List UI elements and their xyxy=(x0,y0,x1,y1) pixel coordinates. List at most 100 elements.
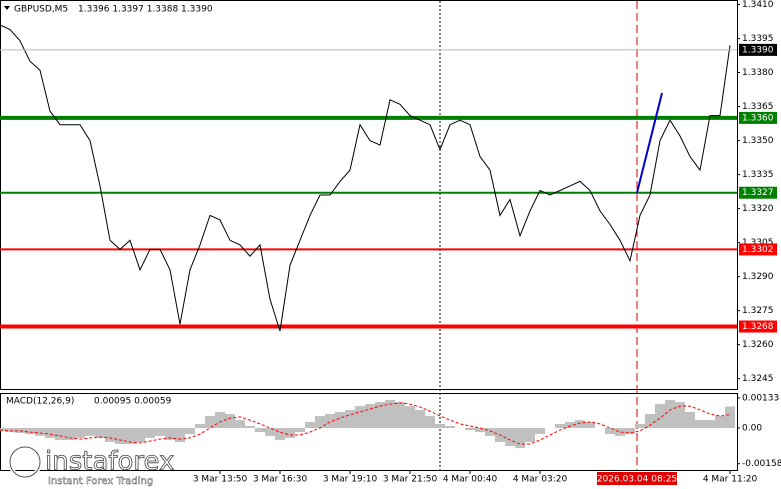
current-price-box xyxy=(739,43,777,56)
y-tick-label: 1.3305 xyxy=(742,238,774,248)
macd-bar xyxy=(405,406,415,428)
y-tick-label: 1.3320 xyxy=(742,204,774,214)
macd-bar xyxy=(195,423,205,428)
macd-bar xyxy=(185,428,195,435)
x-tick-label: 4 Mar 00:40 xyxy=(443,475,498,485)
macd-bar xyxy=(565,421,575,428)
macd-bar xyxy=(355,406,365,428)
macd-bar xyxy=(55,428,65,440)
logo-icon-outline xyxy=(9,446,41,478)
macd-bar xyxy=(315,416,325,428)
macd-bar xyxy=(125,428,135,445)
y-tick-label: 1.3380 xyxy=(742,68,774,78)
macd-bar xyxy=(425,416,435,428)
vertical-line-label: 2026.03.04 08:25 xyxy=(597,475,677,485)
macd-bar xyxy=(555,423,565,428)
trend-line xyxy=(636,92,663,193)
macd-bar xyxy=(245,425,255,428)
macd-bar xyxy=(385,400,395,428)
x-tick-label: 4 Mar 11:20 xyxy=(703,475,758,485)
macd-bar xyxy=(215,411,225,428)
macd-bar xyxy=(525,428,535,442)
macd-bar xyxy=(505,428,515,447)
level-label: 1.3360 xyxy=(742,113,774,123)
macd-bar xyxy=(725,406,735,428)
price-line xyxy=(0,24,731,332)
macd-bar xyxy=(715,416,725,428)
macd-bar xyxy=(635,423,645,428)
macd-bar xyxy=(515,428,525,449)
level-box xyxy=(739,111,777,124)
macd-bar xyxy=(145,428,155,438)
x-tick-label: 3 Mar 19:10 xyxy=(323,475,378,485)
macd-bar xyxy=(445,425,455,428)
macd-bar xyxy=(135,428,145,442)
macd-bar xyxy=(345,409,355,428)
y-tick-label: 1.3395 xyxy=(742,34,774,44)
y-tick-label: 1.3335 xyxy=(742,170,774,180)
level-label: 1.3268 xyxy=(742,322,774,332)
x-tick-label: 4 Mar 03:20 xyxy=(513,475,568,485)
macd-bar xyxy=(275,428,285,440)
macd-bar xyxy=(225,414,235,428)
macd-bar xyxy=(85,428,95,436)
price-panel xyxy=(0,0,738,390)
macd-bar xyxy=(365,404,375,428)
macd-bar xyxy=(265,428,275,436)
macd-bar xyxy=(645,414,655,428)
macd-bar xyxy=(0,428,5,431)
macd-bar xyxy=(435,423,445,428)
x-tick-label: 3 Mar 21:50 xyxy=(383,475,438,485)
macd-bar xyxy=(475,428,485,433)
y-tick-label: 1.3365 xyxy=(742,102,774,112)
macd-bar xyxy=(415,409,425,428)
macd-bar xyxy=(575,420,585,428)
macd-bar xyxy=(685,411,695,428)
macd-bar xyxy=(305,421,315,428)
macd-bar xyxy=(235,420,245,428)
level-label: 1.3302 xyxy=(742,245,774,255)
y-tick-label: -0.00158 xyxy=(742,459,781,469)
macd-bar xyxy=(295,428,305,433)
y-tick-label: 1.3410 xyxy=(742,0,774,10)
macd-bar xyxy=(165,428,175,440)
macd-bar xyxy=(105,428,115,442)
y-tick-label: 1.3275 xyxy=(742,306,774,316)
menu-arrow xyxy=(4,6,10,10)
x-tick-label: 3 Mar 13:50 xyxy=(193,475,248,485)
macd-title: MACD(12,26,9) xyxy=(6,397,74,407)
macd-bar xyxy=(675,402,685,428)
macd-bar xyxy=(5,428,15,433)
macd-bar xyxy=(615,428,625,436)
level-label: 1.3327 xyxy=(742,188,774,198)
macd-bar xyxy=(75,428,85,438)
macd-bar xyxy=(175,428,185,442)
y-tick-label: 1.3260 xyxy=(742,340,774,350)
macd-bar xyxy=(655,404,665,428)
macd-bar xyxy=(115,428,125,445)
level-box xyxy=(739,186,777,199)
logo: instaforex Instant Forex Trading xyxy=(8,445,175,487)
macd-bar xyxy=(335,411,345,428)
macd-bar xyxy=(695,420,705,428)
current-price-label: 1.3390 xyxy=(742,45,774,55)
macd-bar xyxy=(285,428,295,438)
macd-bar xyxy=(485,428,495,436)
macd-bar xyxy=(25,428,35,435)
signal-line xyxy=(0,402,731,445)
macd-bar xyxy=(375,402,385,428)
macd-bar xyxy=(325,414,335,428)
macd-panel xyxy=(0,393,738,471)
macd-bar xyxy=(605,428,615,435)
macd-bar xyxy=(665,400,675,428)
macd-bar xyxy=(705,420,715,428)
x-tick-label: 3 Mar 16:30 xyxy=(253,475,308,485)
macd-bar xyxy=(625,428,635,435)
logo-tagline: Instant Forex Trading xyxy=(48,476,153,487)
y-tick-label: 1.3350 xyxy=(742,136,774,146)
macd-bar xyxy=(395,402,405,428)
level-box xyxy=(739,320,777,333)
vertical-line-label-box xyxy=(597,472,677,485)
